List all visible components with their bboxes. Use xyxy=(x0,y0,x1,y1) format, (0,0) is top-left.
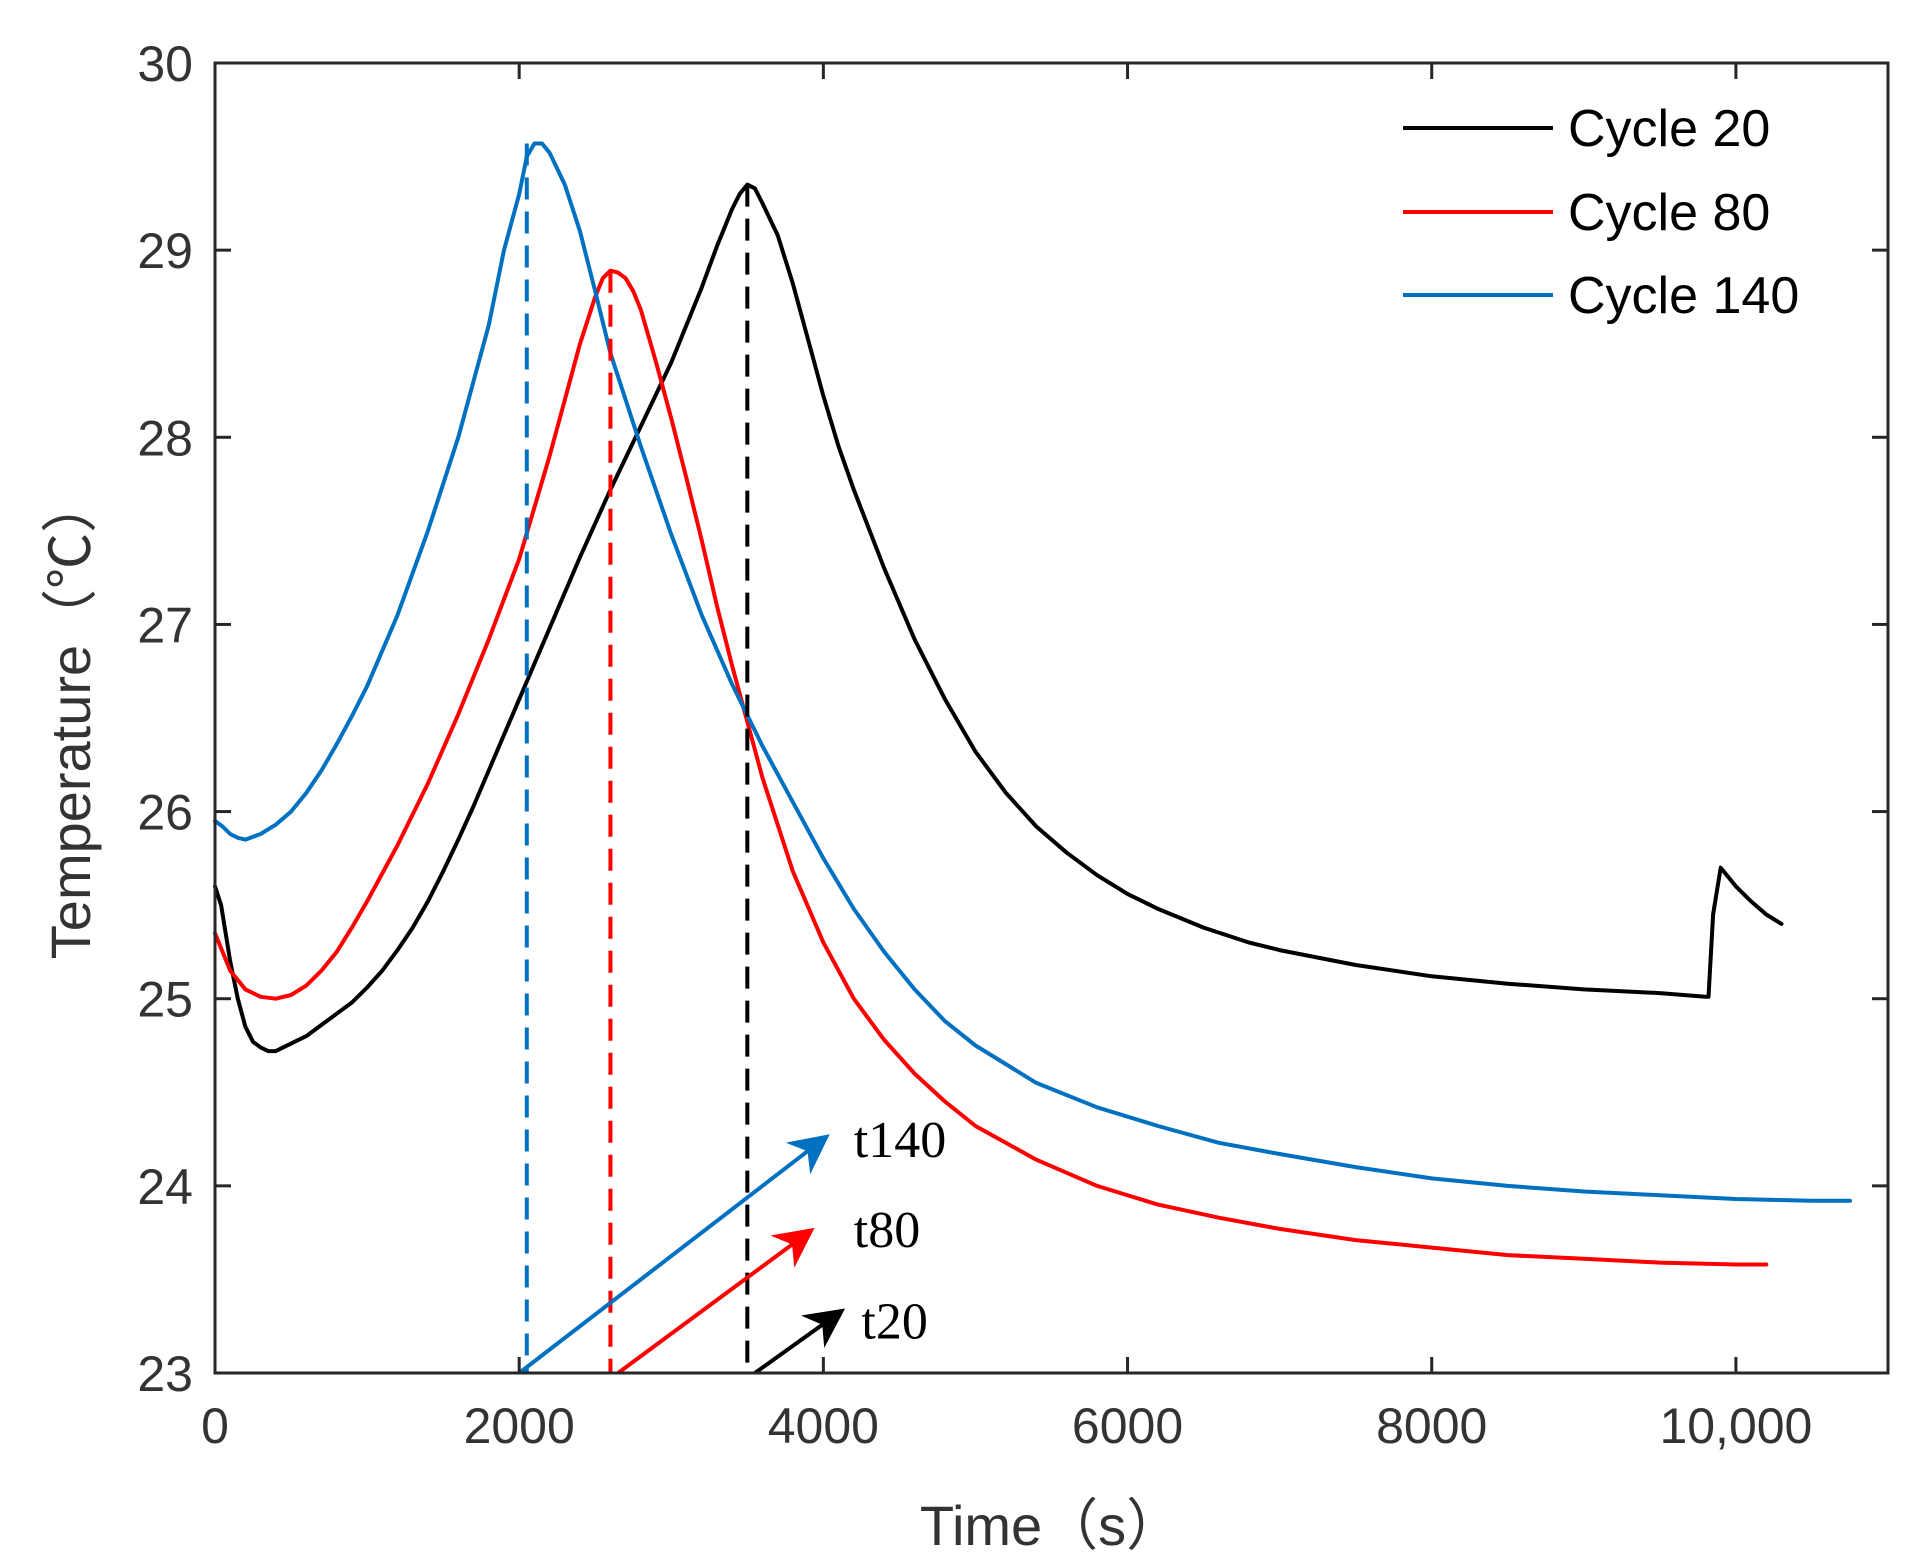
legend-label-cycle-20: Cycle 20 xyxy=(1568,100,1770,158)
y-tick-label: 26 xyxy=(137,785,193,841)
y-tick-label: 24 xyxy=(137,1159,193,1215)
x-axis-title: Time（s） xyxy=(920,1494,1182,1555)
x-tick-label: 4000 xyxy=(768,1398,879,1454)
series-line-cycle-80 xyxy=(213,268,1769,1267)
legend-label-cycle-140: Cycle 140 xyxy=(1568,267,1799,325)
annotation-label-t140: t140 xyxy=(854,1112,946,1169)
y-axis-ticks: 23 24 25 26 27 28 29 30 xyxy=(137,36,1888,1402)
annotation-layer: t140 t80 t20 xyxy=(517,1112,946,1375)
series-line-cycle-20 xyxy=(213,182,1784,1054)
plot-frame xyxy=(213,61,1890,1375)
annotation-arrow-t80 xyxy=(616,1227,815,1375)
y-tick-label: 28 xyxy=(137,410,193,466)
series-line-cycle-140 xyxy=(213,141,1852,1203)
series-layer xyxy=(213,141,1852,1267)
y-axis-title: Temperature（℃） xyxy=(39,477,102,959)
peak-marker-layer xyxy=(524,143,750,1373)
y-tick-label: 29 xyxy=(137,223,193,279)
annotation-arrow-t140 xyxy=(517,1134,830,1375)
x-tick-label: 2000 xyxy=(464,1398,575,1454)
legend: Cycle 20 Cycle 80 Cycle 140 xyxy=(1403,100,1799,325)
x-tick-label: 6000 xyxy=(1072,1398,1183,1454)
x-tick-label: 10,000 xyxy=(1659,1398,1812,1454)
x-tick-label: 8000 xyxy=(1376,1398,1487,1454)
legend-label-cycle-80: Cycle 80 xyxy=(1568,184,1770,242)
x-tick-label: 0 xyxy=(201,1398,229,1454)
y-tick-label: 27 xyxy=(137,597,193,653)
annotation-label-t80: t80 xyxy=(854,1202,920,1259)
y-tick-label: 30 xyxy=(137,36,193,92)
y-tick-label: 25 xyxy=(137,972,193,1028)
annotation-label-t20: t20 xyxy=(861,1294,927,1351)
y-tick-label: 23 xyxy=(137,1346,193,1402)
annotation-arrow-t20 xyxy=(753,1308,846,1375)
plot-background xyxy=(215,63,1888,1373)
x-axis-ticks: 0 2000 4000 6000 8000 10,000 xyxy=(201,63,1812,1454)
